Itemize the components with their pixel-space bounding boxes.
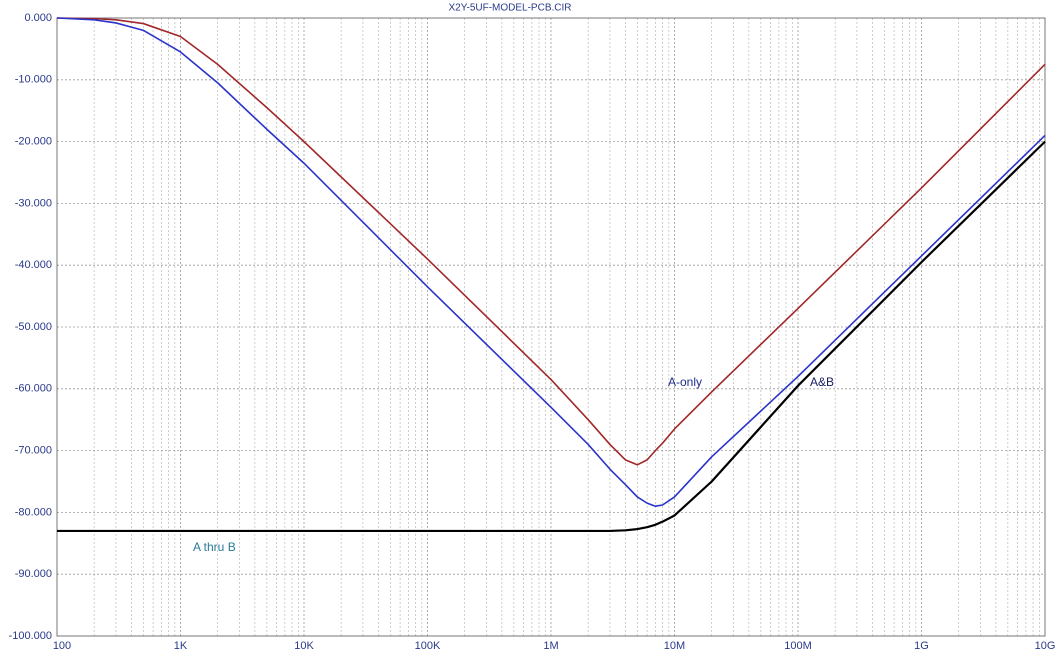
- y-tick-label: 0.000: [24, 12, 52, 24]
- x-tick-label: 10M: [664, 640, 685, 652]
- series-label: A&B: [810, 375, 834, 389]
- x-tick-label: 1M: [543, 640, 558, 652]
- x-tick-label: 100K: [415, 640, 441, 652]
- y-tick-label: -80.000: [15, 506, 52, 518]
- y-tick-label: -50.000: [15, 321, 52, 333]
- series-label: A-only: [668, 375, 702, 389]
- y-tick-label: -60.000: [15, 383, 52, 395]
- y-tick-label: -20.000: [15, 136, 52, 148]
- x-tick-label: 1K: [174, 640, 188, 652]
- x-tick-label: 1G: [914, 640, 929, 652]
- chart-title: X2Y-5UF-MODEL-PCB.CIR: [449, 3, 572, 14]
- x-tick-label: 10G: [1035, 640, 1056, 652]
- y-tick-label: -70.000: [15, 445, 52, 457]
- line-series: [56, 17, 1046, 466]
- plot-frame: [56, 17, 1046, 637]
- x-tick-label: 10K: [294, 640, 314, 652]
- y-tick-label: -30.000: [15, 197, 52, 209]
- y-tick-label: -100.000: [9, 630, 52, 642]
- x-tick-label: 100M: [784, 640, 812, 652]
- y-tick-label: -90.000: [15, 568, 52, 580]
- line-series: [56, 17, 1046, 508]
- y-tick-label: -40.000: [15, 259, 52, 271]
- x-tick-label: 100: [53, 640, 71, 652]
- series-label: A thru B: [193, 540, 236, 554]
- y-tick-label: -10.000: [15, 74, 52, 86]
- line-series: [57, 140, 1046, 533]
